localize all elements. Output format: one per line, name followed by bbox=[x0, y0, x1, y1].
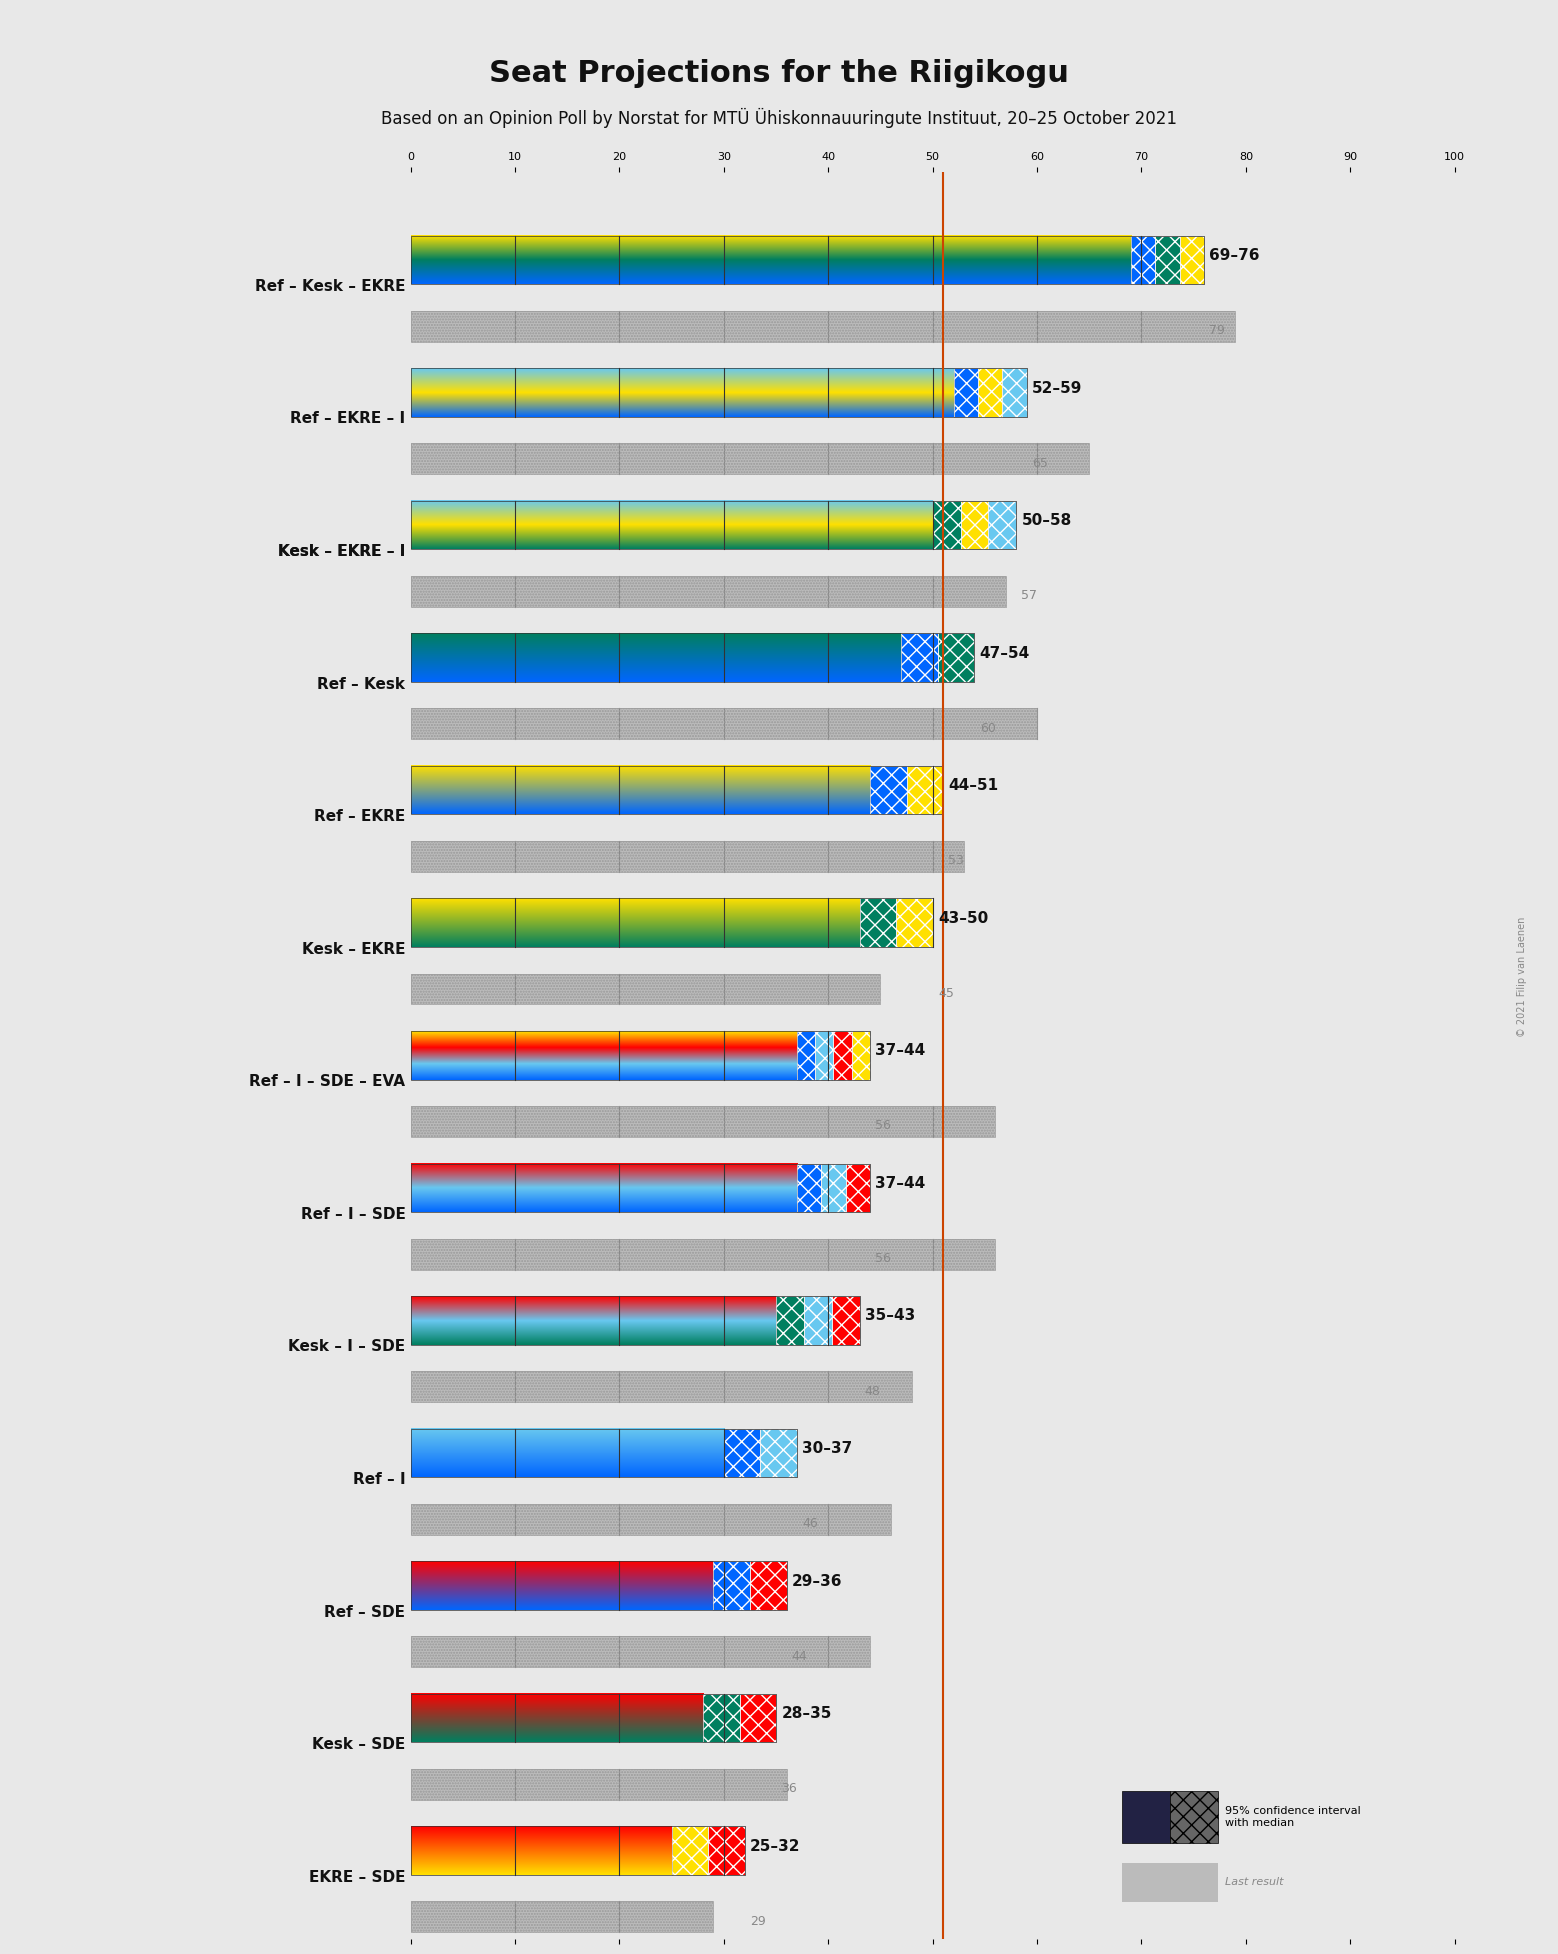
Text: 30–37: 30–37 bbox=[802, 1440, 852, 1456]
Text: 56: 56 bbox=[876, 1120, 891, 1133]
FancyBboxPatch shape bbox=[902, 633, 938, 682]
FancyBboxPatch shape bbox=[714, 1561, 749, 1610]
FancyBboxPatch shape bbox=[821, 1163, 846, 1211]
Text: 37–44: 37–44 bbox=[876, 1043, 925, 1059]
Text: Seat Projections for the Riigikogu: Seat Projections for the Riigikogu bbox=[489, 59, 1069, 88]
FancyBboxPatch shape bbox=[703, 1694, 740, 1743]
FancyBboxPatch shape bbox=[798, 1163, 821, 1211]
Text: EKRE – SDE: EKRE – SDE bbox=[308, 1870, 405, 1886]
FancyBboxPatch shape bbox=[978, 367, 1002, 416]
FancyBboxPatch shape bbox=[1170, 1792, 1218, 1843]
FancyBboxPatch shape bbox=[1122, 1792, 1170, 1843]
FancyBboxPatch shape bbox=[860, 899, 896, 948]
Text: 46: 46 bbox=[802, 1516, 818, 1530]
FancyBboxPatch shape bbox=[411, 973, 880, 1004]
Text: 79: 79 bbox=[1209, 324, 1225, 338]
Text: 69–76: 69–76 bbox=[1209, 248, 1260, 264]
FancyBboxPatch shape bbox=[776, 1296, 804, 1344]
FancyBboxPatch shape bbox=[852, 1032, 869, 1079]
Text: 44–51: 44–51 bbox=[949, 778, 999, 793]
Text: 56: 56 bbox=[876, 1253, 891, 1264]
FancyBboxPatch shape bbox=[411, 1505, 891, 1534]
Text: Kesk – I – SDE: Kesk – I – SDE bbox=[288, 1338, 405, 1354]
FancyBboxPatch shape bbox=[740, 1694, 776, 1743]
FancyBboxPatch shape bbox=[411, 1106, 996, 1137]
FancyBboxPatch shape bbox=[832, 1296, 860, 1344]
Text: Ref – SDE: Ref – SDE bbox=[324, 1604, 405, 1620]
FancyBboxPatch shape bbox=[724, 1428, 760, 1477]
Text: Ref – I: Ref – I bbox=[352, 1471, 405, 1487]
Text: Ref – Kesk – EKRE: Ref – Kesk – EKRE bbox=[256, 279, 405, 293]
FancyBboxPatch shape bbox=[815, 1032, 834, 1079]
FancyBboxPatch shape bbox=[846, 1163, 869, 1211]
Text: 95% confidence interval
with median: 95% confidence interval with median bbox=[1225, 1805, 1360, 1829]
FancyBboxPatch shape bbox=[834, 1032, 852, 1079]
FancyBboxPatch shape bbox=[411, 1239, 996, 1270]
Text: Kesk – EKRE: Kesk – EKRE bbox=[302, 942, 405, 957]
FancyBboxPatch shape bbox=[961, 500, 988, 549]
FancyBboxPatch shape bbox=[907, 766, 943, 815]
Text: 50–58: 50–58 bbox=[1022, 514, 1072, 528]
Text: 25–32: 25–32 bbox=[749, 1839, 801, 1854]
FancyBboxPatch shape bbox=[896, 899, 933, 948]
FancyBboxPatch shape bbox=[411, 1768, 787, 1800]
FancyBboxPatch shape bbox=[988, 500, 1016, 549]
Text: Ref – EKRE: Ref – EKRE bbox=[315, 809, 405, 825]
Text: © 2021 Filip van Laenen: © 2021 Filip van Laenen bbox=[1517, 916, 1527, 1038]
FancyBboxPatch shape bbox=[411, 1635, 869, 1667]
FancyBboxPatch shape bbox=[760, 1428, 798, 1477]
Text: Ref – Kesk: Ref – Kesk bbox=[318, 676, 405, 692]
Text: Ref – EKRE – I: Ref – EKRE – I bbox=[290, 412, 405, 426]
FancyBboxPatch shape bbox=[671, 1827, 709, 1876]
FancyBboxPatch shape bbox=[804, 1296, 832, 1344]
FancyBboxPatch shape bbox=[933, 500, 961, 549]
Text: 45: 45 bbox=[938, 987, 953, 1000]
FancyBboxPatch shape bbox=[1179, 236, 1204, 283]
Text: 57: 57 bbox=[1022, 590, 1038, 602]
Text: 52–59: 52–59 bbox=[1031, 381, 1083, 395]
FancyBboxPatch shape bbox=[411, 709, 1038, 739]
FancyBboxPatch shape bbox=[749, 1561, 787, 1610]
FancyBboxPatch shape bbox=[1002, 367, 1027, 416]
FancyBboxPatch shape bbox=[411, 1372, 911, 1403]
FancyBboxPatch shape bbox=[411, 311, 1235, 342]
FancyBboxPatch shape bbox=[709, 1827, 745, 1876]
FancyBboxPatch shape bbox=[411, 1901, 714, 1933]
FancyBboxPatch shape bbox=[411, 576, 1006, 608]
FancyBboxPatch shape bbox=[798, 1032, 815, 1079]
Text: Based on an Opinion Poll by Norstat for MTÜ Ühiskonnauuringute Instituut, 20–25 : Based on an Opinion Poll by Norstat for … bbox=[382, 107, 1176, 127]
FancyBboxPatch shape bbox=[411, 444, 1089, 475]
Text: 29: 29 bbox=[749, 1915, 765, 1929]
Text: 36: 36 bbox=[781, 1782, 798, 1796]
Text: Kesk – EKRE – I: Kesk – EKRE – I bbox=[277, 543, 405, 559]
Text: Kesk – EKRE – I: Kesk – EKRE – I bbox=[277, 543, 405, 559]
FancyBboxPatch shape bbox=[1156, 236, 1179, 283]
FancyBboxPatch shape bbox=[411, 840, 964, 871]
Text: 65: 65 bbox=[1031, 457, 1047, 469]
Text: Kesk – SDE: Kesk – SDE bbox=[312, 1737, 405, 1753]
Text: 29–36: 29–36 bbox=[791, 1573, 843, 1589]
FancyBboxPatch shape bbox=[938, 633, 974, 682]
FancyBboxPatch shape bbox=[869, 766, 907, 815]
FancyBboxPatch shape bbox=[1131, 236, 1156, 283]
Text: 37–44: 37–44 bbox=[876, 1176, 925, 1190]
Text: 48: 48 bbox=[865, 1385, 880, 1397]
Text: Last result: Last result bbox=[1225, 1878, 1284, 1888]
Text: Ref – I – SDE – EVA: Ref – I – SDE – EVA bbox=[249, 1075, 405, 1088]
Text: 43–50: 43–50 bbox=[938, 911, 988, 926]
Text: 53: 53 bbox=[949, 854, 964, 868]
FancyBboxPatch shape bbox=[953, 367, 978, 416]
Text: Ref – I – SDE: Ref – I – SDE bbox=[301, 1208, 405, 1221]
Text: 47–54: 47–54 bbox=[980, 645, 1030, 660]
Text: 44: 44 bbox=[791, 1649, 807, 1663]
FancyBboxPatch shape bbox=[1122, 1862, 1218, 1901]
Text: 35–43: 35–43 bbox=[865, 1309, 915, 1323]
Text: 28–35: 28–35 bbox=[781, 1706, 832, 1721]
Text: 60: 60 bbox=[980, 721, 996, 735]
